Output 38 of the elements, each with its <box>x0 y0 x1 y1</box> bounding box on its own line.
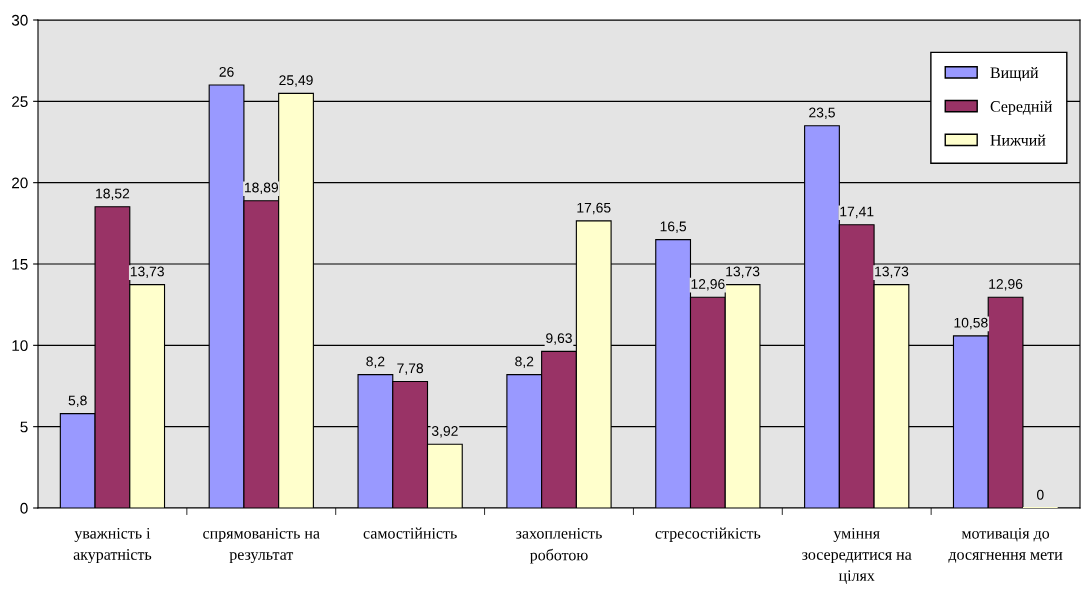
x-tick-label: уміння зосередитися на цілях <box>802 527 912 584</box>
data-label: 16,5 <box>660 221 687 233</box>
x-tick-label: захопленість роботою <box>516 527 602 564</box>
y-tick-label: 30 <box>11 14 28 26</box>
y-tick-label: 10 <box>12 340 28 352</box>
data-label: 25,49 <box>279 75 313 87</box>
y-tick-label: 25 <box>12 96 28 108</box>
x-tick-label: самостійність <box>363 527 457 539</box>
data-label: 17,65 <box>577 202 611 215</box>
data-label: 12,96 <box>989 279 1023 291</box>
data-label: 0 <box>1036 489 1044 500</box>
data-label: 12,96 <box>691 279 725 291</box>
y-tick-label: 0 <box>20 502 28 514</box>
x-tick-label: стресостійкість <box>655 527 761 542</box>
data-label: 26 <box>219 66 234 77</box>
data-label: 13,73 <box>130 266 164 278</box>
x-tick-label: уважність і акуратність <box>73 527 152 564</box>
data-label: 18,52 <box>96 188 130 201</box>
legend-label: Нижчий <box>990 134 1046 146</box>
data-label: 8,2 <box>515 356 534 368</box>
data-label: 8,2 <box>366 356 385 368</box>
data-label: 10,58 <box>954 317 988 330</box>
data-label: 5,8 <box>68 395 87 407</box>
data-label: 7,78 <box>397 363 424 375</box>
y-tick-label: 20 <box>12 177 28 189</box>
data-label: 23,5 <box>809 107 835 120</box>
data-label: 13,73 <box>726 266 760 278</box>
data-label: 3,92 <box>431 426 458 438</box>
x-tick-label: спрямованість на результат <box>203 527 320 564</box>
y-tick-label: 15 <box>12 259 28 270</box>
legend-label: Середній <box>990 100 1053 116</box>
x-tick-label: мотивація до досягнення мети <box>948 527 1063 563</box>
legend-label: Вищий <box>990 67 1039 82</box>
data-label: 18,89 <box>244 182 279 195</box>
data-label: 13,73 <box>875 266 909 278</box>
y-tick-label: 5 <box>20 421 28 433</box>
data-label: 17,41 <box>840 206 874 219</box>
data-label: 9,63 <box>546 333 572 345</box>
